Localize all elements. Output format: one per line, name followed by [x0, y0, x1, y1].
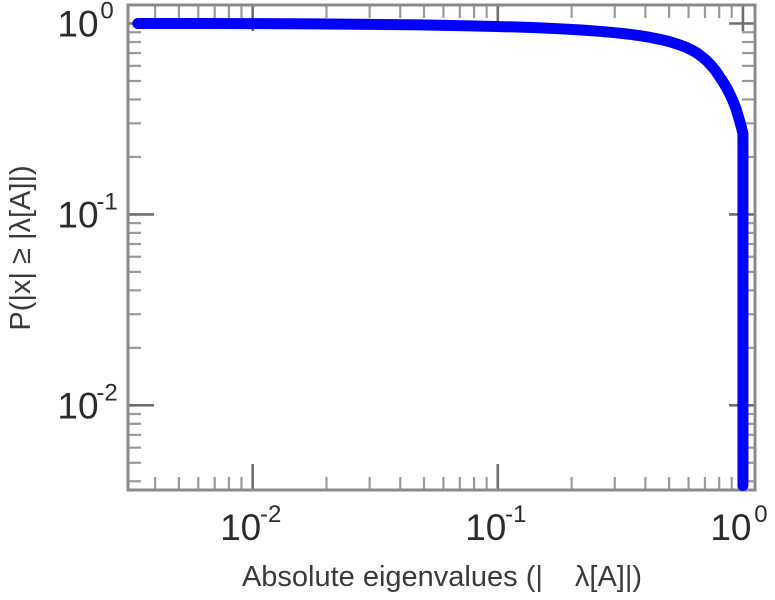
svg-text:-2: -2: [260, 501, 281, 528]
series-ccdf-line: [132, 18, 749, 492]
svg-text:10: 10: [57, 194, 98, 235]
svg-text:0: 0: [100, 0, 113, 25]
svg-text:10: 10: [710, 507, 751, 548]
minor-ticks: [128, 5, 755, 490]
x-tick-label-2: 10 0: [710, 501, 767, 548]
data-series-group: [132, 18, 749, 492]
svg-text:10: 10: [57, 385, 98, 426]
svg-text:-1: -1: [96, 188, 117, 215]
svg-text:-1: -1: [505, 501, 526, 528]
svg-text:10: 10: [465, 507, 506, 548]
y-tick-label-1: 10-1: [57, 188, 117, 235]
x-axis-title-prefix: Absolute eigenvalues (|: [242, 561, 543, 593]
x-axis-title-suffix: λ[A]|): [575, 561, 642, 593]
x-tick-label-1: 10-1: [465, 501, 526, 548]
axes-frame: [126, 3, 757, 492]
plot-frame: [126, 3, 757, 492]
x-axis-title: Absolute eigenvalues (| λ[A]|): [242, 561, 642, 593]
x-axis-title-group: Absolute eigenvalues (| λ[A]|): [242, 561, 642, 593]
y-tick-label-0: 10 0: [57, 0, 113, 45]
svg-text:10: 10: [57, 4, 98, 45]
svg-text:-2: -2: [96, 379, 117, 406]
svg-text:10: 10: [220, 507, 261, 548]
x-axis-tick-labels: 10-2 10-1 10 0: [220, 501, 768, 548]
x-tick-label-0: 10-2: [220, 501, 281, 548]
y-axis-title: P(|x| ≥ |λ[A]|): [5, 165, 37, 330]
svg-text:0: 0: [754, 501, 767, 528]
y-tick-label-2: 10-2: [57, 379, 117, 426]
y-axis-tick-labels: 10 010-110-2: [57, 0, 117, 426]
y-axis-title-group: P(|x| ≥ |λ[A]|): [5, 165, 37, 330]
